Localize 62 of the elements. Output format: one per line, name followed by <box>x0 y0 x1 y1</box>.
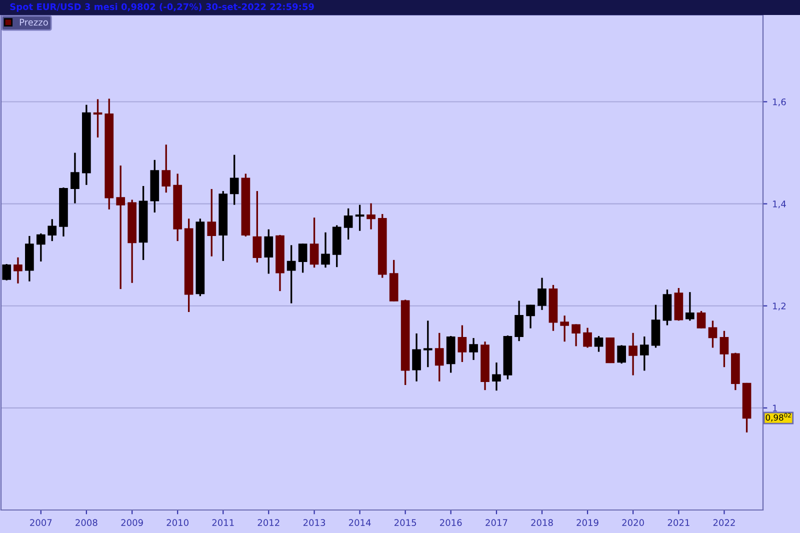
x-tick-label: 2012 <box>258 519 280 526</box>
candlestick <box>412 332 421 382</box>
candlestick <box>514 300 524 342</box>
y-tick-label: 1,4 <box>773 200 786 208</box>
candlestick <box>355 204 364 232</box>
candlestick <box>560 314 569 342</box>
candlestick <box>14 256 22 284</box>
x-tick-label: 2021 <box>668 519 690 526</box>
x-tick-label: 2009 <box>121 519 143 526</box>
candlestick <box>162 144 171 194</box>
y-tick-label: 1,6 <box>773 98 786 106</box>
candlestick <box>2 263 12 282</box>
x-tick-label: 2015 <box>394 519 416 526</box>
x-tick-label: 2010 <box>166 519 188 526</box>
candlestick <box>344 208 353 240</box>
candlestick <box>207 188 216 258</box>
x-tick-label: 2020 <box>622 519 644 526</box>
candlestick <box>423 320 432 368</box>
y-tick-label: 1 <box>773 404 777 412</box>
candlestick <box>685 291 694 322</box>
candlestick <box>617 344 626 364</box>
candlestick <box>583 326 592 349</box>
candlestick <box>434 332 444 382</box>
x-tick-label: 2019 <box>576 519 598 526</box>
candlestick <box>458 324 467 363</box>
legend-label: Prezzo <box>20 18 48 26</box>
candlestick <box>70 152 80 204</box>
candlestick <box>708 320 718 349</box>
candlestick <box>310 216 319 268</box>
candlestick <box>538 276 546 311</box>
candlestick <box>252 190 262 264</box>
candlestick <box>48 218 57 242</box>
candlestick <box>230 154 239 206</box>
candlestick <box>264 228 274 275</box>
y-tick-label: 1,2 <box>773 302 786 310</box>
x-tick-label: 2011 <box>212 519 234 526</box>
candlestick <box>526 304 535 330</box>
candlestick <box>321 232 330 268</box>
x-tick-label: 2017 <box>486 519 508 526</box>
candlestick <box>366 202 376 230</box>
x-tick-label: 2008 <box>76 519 98 526</box>
x-tick-label: 2014 <box>348 519 371 526</box>
x-tick-label: 2022 <box>713 519 735 526</box>
candlestick <box>628 332 638 376</box>
candlestick <box>572 323 580 348</box>
x-tick-label: 2013 <box>303 519 326 526</box>
candlestick <box>286 244 296 304</box>
candlestick <box>298 242 308 274</box>
candlestick <box>93 98 102 138</box>
chart-title: Spot EUR/USD 3 mesi 0,9802 (-0,27%) 30-set-2022 22:59:59 <box>10 3 314 12</box>
candlestick <box>720 330 729 368</box>
candlestick <box>492 362 501 392</box>
candlestick <box>36 232 46 262</box>
candlestick <box>116 164 126 290</box>
annotation: 0,98$^{02}$ <box>766 413 791 422</box>
x-tick-label: 2016 <box>440 519 462 526</box>
x-tick-label: 2018 <box>531 519 553 526</box>
candlestick <box>640 336 649 372</box>
candlestick <box>469 337 478 361</box>
x-tick-label: 2007 <box>30 519 52 526</box>
candlestick <box>594 335 604 353</box>
candlestick <box>696 310 706 330</box>
